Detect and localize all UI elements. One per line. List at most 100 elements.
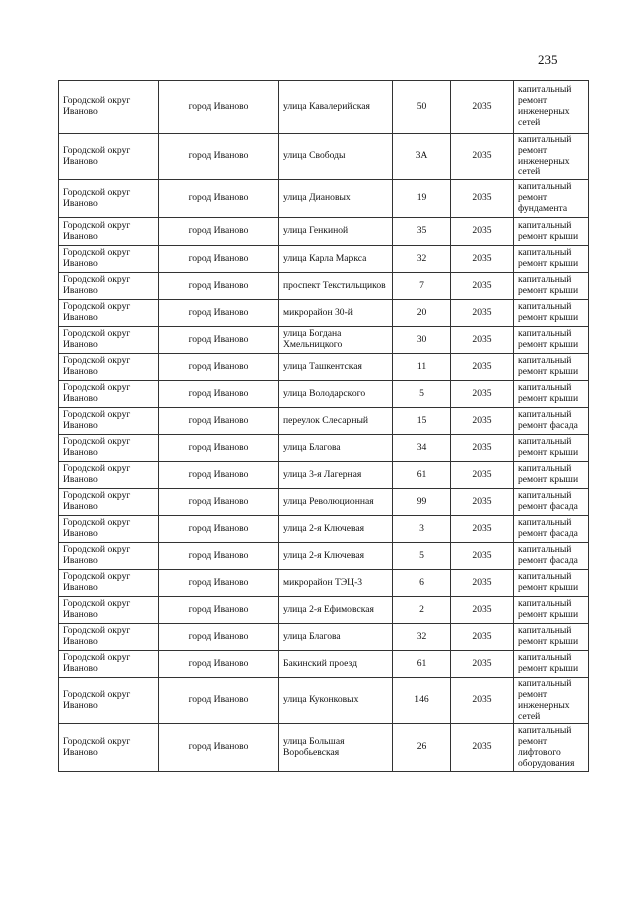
city-cell: город Иваново [158,650,279,679]
year-cell: 2035 [450,677,514,725]
house-number-cell: 34 [392,434,451,463]
okrug-cell: Городской округ Иваново [58,326,159,355]
work-type-cell: капитальный ремонт фундамента [513,179,589,219]
okrug-cell: Городской округ Иваново [58,723,159,773]
work-type-cell: капитальный ремонт крыши [513,623,589,652]
okrug-cell: Городской округ Иваново [58,179,159,219]
work-type-cell: капитальный ремонт фасада [513,542,589,571]
house-number-cell: 2 [392,596,451,625]
year-cell: 2035 [450,407,514,436]
work-type-cell: капитальный ремонт инженерных сетей [513,677,589,725]
okrug-cell: Городской округ Иваново [58,132,159,181]
city-cell: город Иваново [158,179,279,219]
year-cell: 2035 [450,569,514,598]
city-cell: город Иваново [158,217,279,247]
street-cell: улица Большая Воробьевская [278,723,393,773]
okrug-cell: Городской округ Иваново [58,353,159,382]
year-cell: 2035 [450,723,514,773]
house-number-cell: 26 [392,723,451,773]
work-type-cell: капитальный ремонт фасада [513,407,589,436]
house-number-cell: 5 [392,380,451,409]
okrug-cell: Городской округ Иваново [58,380,159,409]
work-type-cell: капитальный ремонт лифтового оборудовани… [513,723,589,773]
table-row: Городской округ Иваново город Иваново Баки… [58,650,589,679]
okrug-cell: Городской округ Иваново [58,542,159,571]
street-cell: улица 2-я Ключевая [278,542,393,571]
street-cell: улица Революционная [278,488,393,517]
street-cell: Бакинский проезд [278,650,393,679]
okrug-cell: Городской округ Иваново [58,569,159,598]
street-cell: улица 2-я Ключевая [278,515,393,544]
house-number-cell: 35 [392,217,451,247]
house-number-cell: 11 [392,353,451,382]
page-number: 235 [538,52,558,67]
work-type-cell: капитальный ремонт крыши [513,245,589,274]
city-cell: город Иваново [158,488,279,517]
okrug-cell: Городской округ Иваново [58,245,159,274]
year-cell: 2035 [450,380,514,409]
work-type-cell: капитальный ремонт крыши [513,596,589,625]
street-cell: улица 2-я Ефимовская [278,596,393,625]
table-row: Городской округ Иваново город Иваново улиц… [58,380,589,409]
year-cell: 2035 [450,245,514,274]
work-type-cell: капитальный ремонт фасада [513,515,589,544]
house-number-cell: 15 [392,407,451,436]
work-type-cell: капитальный ремонт крыши [513,217,589,247]
table-row: Городской округ Иваново город Иваново улиц… [58,245,589,274]
city-cell: город Иваново [158,245,279,274]
work-type-cell: капитальный ремонт инженерных сетей [513,80,589,134]
repair-schedule-table: Городской округ Иваново город Иваново улиц… [58,80,589,773]
city-cell: город Иваново [158,542,279,571]
table-row: Городской округ Иваново город Иваново улиц… [58,488,589,517]
table-row: Городской округ Иваново город Иваново улиц… [58,326,589,355]
year-cell: 2035 [450,515,514,544]
work-type-cell: капитальный ремонт крыши [513,650,589,679]
city-cell: город Иваново [158,434,279,463]
city-cell: город Иваново [158,596,279,625]
table-row: Городской округ Иваново город Иваново улиц… [58,179,589,219]
year-cell: 2035 [450,542,514,571]
year-cell: 2035 [450,596,514,625]
okrug-cell: Городской округ Иваново [58,461,159,490]
house-number-cell: 146 [392,677,451,725]
city-cell: город Иваново [158,326,279,355]
house-number-cell: 61 [392,461,451,490]
house-number-cell: 20 [392,299,451,328]
street-cell: улица Володарского [278,380,393,409]
house-number-cell: 50 [392,80,451,134]
year-cell: 2035 [450,650,514,679]
street-cell: улица Благова [278,623,393,652]
work-type-cell: капитальный ремонт крыши [513,299,589,328]
table-row: Городской округ Иваново город Иваново микр… [58,299,589,328]
work-type-cell: капитальный ремонт крыши [513,272,589,301]
okrug-cell: Городской округ Иваново [58,217,159,247]
street-cell: улица Куконковых [278,677,393,725]
okrug-cell: Городской округ Иваново [58,407,159,436]
table-row: Городской округ Иваново город Иваново улиц… [58,723,589,773]
house-number-cell: 30 [392,326,451,355]
year-cell: 2035 [450,623,514,652]
street-cell: улица Диановых [278,179,393,219]
city-cell: город Иваново [158,380,279,409]
table-row: Городской округ Иваново город Иваново улиц… [58,515,589,544]
year-cell: 2035 [450,217,514,247]
street-cell: улица Генкиной [278,217,393,247]
okrug-cell: Городской округ Иваново [58,677,159,725]
street-cell: улица Ташкентская [278,353,393,382]
house-number-cell: 99 [392,488,451,517]
work-type-cell: капитальный ремонт крыши [513,569,589,598]
table-row: Городской округ Иваново город Иваново улиц… [58,542,589,571]
table-row: Городской округ Иваново город Иваново улиц… [58,132,589,181]
city-cell: город Иваново [158,723,279,773]
house-number-cell: 32 [392,623,451,652]
okrug-cell: Городской округ Иваново [58,488,159,517]
year-cell: 2035 [450,299,514,328]
okrug-cell: Городской округ Иваново [58,623,159,652]
city-cell: город Иваново [158,407,279,436]
year-cell: 2035 [450,353,514,382]
street-cell: улица Богдана Хмельницкого [278,326,393,355]
table-row: Городской округ Иваново город Иваново улиц… [58,80,589,134]
year-cell: 2035 [450,326,514,355]
okrug-cell: Городской округ Иваново [58,650,159,679]
okrug-cell: Городской округ Иваново [58,272,159,301]
